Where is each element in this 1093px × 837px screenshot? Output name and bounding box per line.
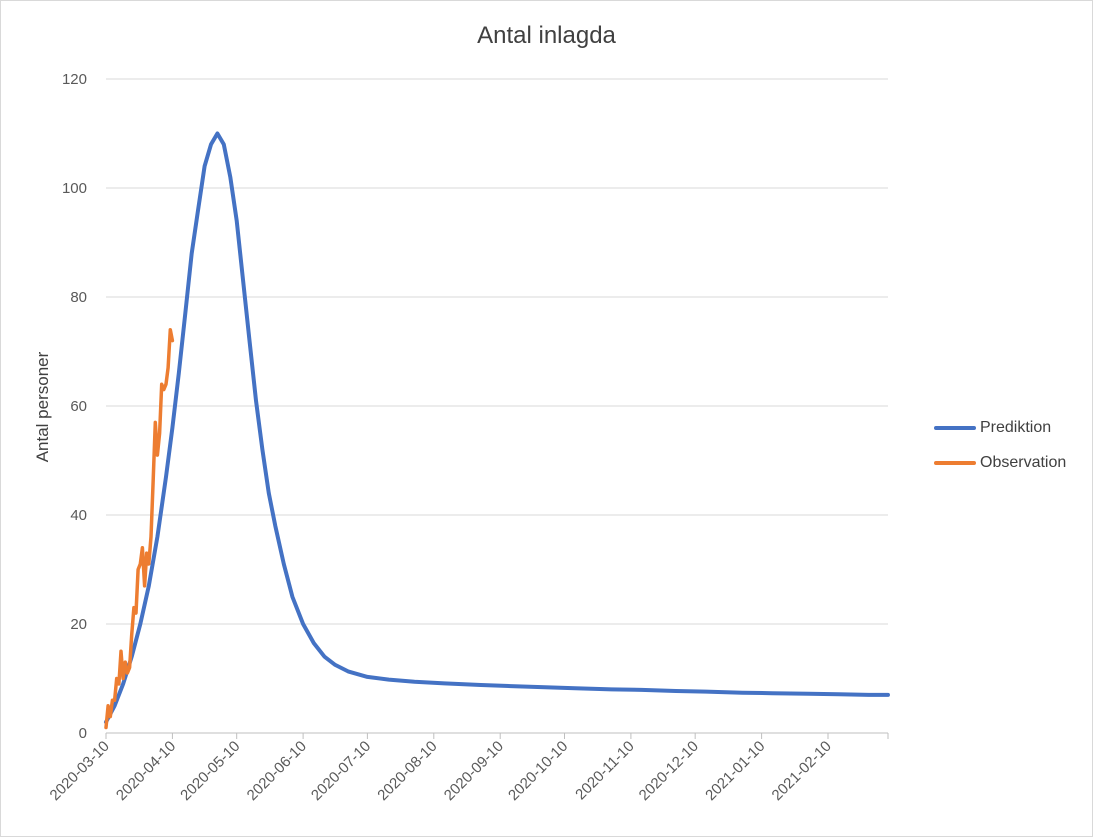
- legend-swatch-prediktion: [934, 426, 976, 430]
- x-tick-label-2020-03-10: 2020-03-10: [47, 738, 113, 804]
- y-tick-label-40: 40: [70, 507, 87, 524]
- legend-label-observation: Observation: [980, 454, 1067, 471]
- x-tick-label-2020-12-10: 2020-12-10: [636, 738, 702, 804]
- x-tick-label-2020-04-10: 2020-04-10: [113, 738, 179, 804]
- y-tick-label-120: 120: [62, 71, 87, 88]
- x-tick-label-2020-08-10: 2020-08-10: [374, 738, 440, 804]
- y-tick-label-60: 60: [70, 398, 87, 415]
- chart-title: Antal inlagda: [477, 22, 616, 49]
- legend-swatch-observation: [934, 461, 976, 465]
- legend-item-observation: Observation: [934, 453, 1066, 473]
- y-tick-label-100: 100: [62, 180, 87, 197]
- x-tick-label-2020-09-10: 2020-09-10: [441, 738, 507, 804]
- x-tick-label-2020-05-10: 2020-05-10: [177, 738, 243, 804]
- legend-item-prediktion: Prediktion: [934, 418, 1051, 438]
- x-tick-label-2020-07-10: 2020-07-10: [308, 738, 374, 804]
- x-tick-label-2021-02-10: 2021-02-10: [769, 738, 835, 804]
- legend-label-prediktion: Prediktion: [980, 419, 1052, 436]
- series-line-prediktion: [104, 131, 890, 725]
- y-tick-label-20: 20: [70, 616, 87, 633]
- x-tick-label-2021-01-10: 2021-01-10: [702, 738, 768, 804]
- y-tick-label-80: 80: [70, 289, 87, 306]
- series-line-observation: [104, 327, 175, 730]
- y-tick-label-0: 0: [79, 725, 87, 742]
- x-tick-label-2020-11-10: 2020-11-10: [572, 738, 637, 803]
- x-tick-label-2020-06-10: 2020-06-10: [244, 738, 310, 804]
- x-tick-label-2020-10-10: 2020-10-10: [505, 738, 571, 804]
